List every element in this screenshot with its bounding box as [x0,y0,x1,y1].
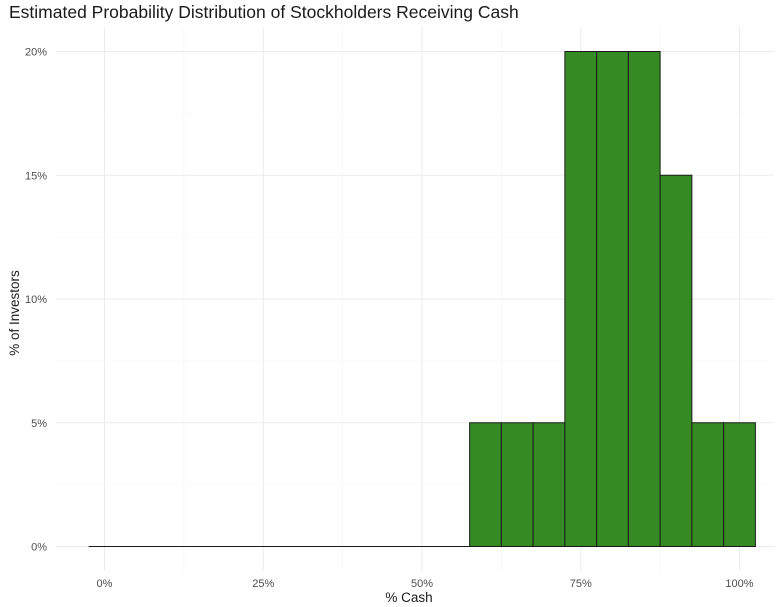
histogram-bar [691,422,725,547]
y-axis-title: % of Investors [7,270,22,356]
x-tick-label: 75% [570,578,592,590]
histogram-bar [532,422,566,547]
histogram-bar [596,51,629,547]
y-tick-label: 10% [25,294,47,306]
y-tick-label: 15% [25,170,47,182]
histogram-bar [564,51,598,547]
histogram-bar [500,422,534,547]
y-tick-label: 20% [25,47,47,59]
histogram-bar [469,422,502,547]
x-tick-label: 100% [725,578,753,590]
y-tick-label: 5% [31,418,47,430]
y-tick-label: 0% [31,542,47,554]
x-tick-label: 25% [252,578,274,590]
x-tick-label: 50% [411,578,433,590]
x-tick-label: 0% [97,578,113,590]
x-axis-title: % Cash [385,590,432,605]
histogram-bar [627,51,661,547]
histogram-bars [88,51,756,547]
histogram-bar [723,422,756,547]
histogram-bar [659,174,693,547]
chart-title: Estimated Probability Distribution of St… [9,2,519,22]
tick-labels: 0% 25% 50% 75% 100% 0% 5% 10% 15% 20% [25,47,754,591]
